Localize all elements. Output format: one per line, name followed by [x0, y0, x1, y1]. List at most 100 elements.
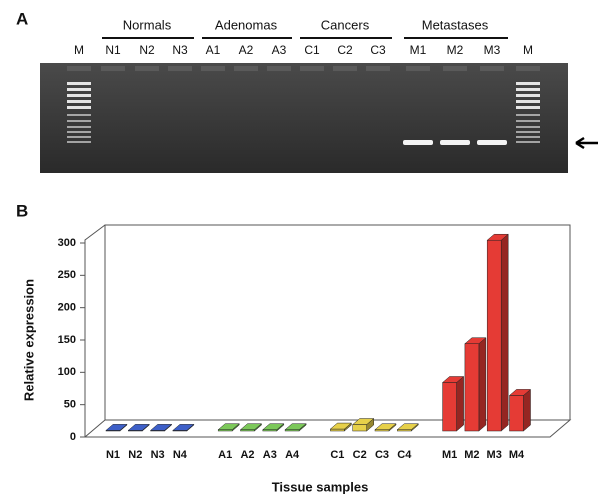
y-tick-label: 0 [70, 431, 76, 443]
lane-label: M2 [447, 43, 464, 57]
ladder-band [67, 136, 91, 138]
ladder-band [516, 131, 540, 133]
lane-label: M3 [484, 43, 501, 57]
y-tick-label: 100 [58, 366, 76, 378]
well [267, 66, 291, 71]
lane-label: N2 [139, 43, 155, 57]
bar-side [457, 377, 464, 432]
ladder-band [67, 126, 91, 128]
bar [443, 377, 464, 432]
x-tick-label: M2 [464, 449, 479, 461]
lane-label: A3 [272, 43, 287, 57]
lane-label: M [523, 43, 533, 57]
well [480, 66, 504, 71]
group-label: Normals [123, 17, 172, 32]
panel-label: A [16, 9, 28, 28]
y-tick-label: 150 [58, 334, 76, 346]
y-tick-label: 300 [58, 237, 76, 249]
ladder-band [516, 126, 540, 128]
figure: A Normals Adenomas Cancers Metastases M N… [0, 0, 600, 497]
ladder-band [516, 114, 540, 116]
bar-side [479, 338, 486, 431]
group-label: Metastases [422, 17, 489, 32]
lane-label: N1 [105, 43, 121, 57]
ladder-band [516, 136, 540, 138]
arrow [576, 138, 598, 148]
ladder-band [67, 106, 91, 109]
lane-label: M [74, 43, 84, 57]
x-tick-label: N4 [173, 449, 188, 461]
bar-front [443, 383, 457, 432]
ladder-band [67, 82, 91, 85]
x-tick-label: C4 [397, 449, 412, 461]
bar-front [510, 395, 524, 431]
bar-front [353, 425, 367, 431]
well [135, 66, 159, 71]
ladder-band [67, 141, 91, 143]
well [406, 66, 430, 71]
ladder-band [67, 94, 91, 97]
x-tick-label: N3 [151, 449, 165, 461]
x-tick-label: C2 [353, 449, 367, 461]
x-tick-label: C1 [330, 449, 344, 461]
bar-front [465, 344, 479, 431]
x-tick-label: N2 [128, 449, 142, 461]
bar [465, 338, 486, 431]
lane-label: C3 [370, 43, 386, 57]
well [300, 66, 324, 71]
group-labels: Normals Adenomas Cancers Metastases [102, 17, 508, 38]
x-tick-label: N1 [106, 449, 120, 461]
lane-label: M1 [410, 43, 427, 57]
y-tick-label: 200 [58, 302, 76, 314]
x-tick-label: A1 [218, 449, 232, 461]
well [234, 66, 258, 71]
ladder-band [67, 88, 91, 91]
ladder-band [67, 114, 91, 116]
gel [40, 63, 568, 173]
ladder-band [516, 100, 540, 103]
bar [487, 234, 508, 431]
lane-label: C1 [304, 43, 320, 57]
lane-label: A2 [239, 43, 254, 57]
lane-label: A1 [206, 43, 221, 57]
panel-label: B [16, 201, 28, 220]
well [366, 66, 390, 71]
y-axis-label: Relative expression [21, 279, 36, 401]
lane-label: C2 [337, 43, 353, 57]
ladder-band [516, 141, 540, 143]
well [168, 66, 192, 71]
x-tick-label: A2 [240, 449, 254, 461]
x-tick-label: M3 [487, 449, 502, 461]
y-tick-label: 50 [64, 399, 76, 411]
pcr-band [477, 140, 507, 145]
lane-label: N3 [172, 43, 188, 57]
ladder-band [67, 120, 91, 122]
y-tick-label: 250 [58, 269, 76, 281]
well [516, 66, 540, 71]
ladder-band [516, 120, 540, 122]
well [201, 66, 225, 71]
bar [510, 389, 531, 431]
bar-front [487, 240, 501, 431]
ladder-band [67, 100, 91, 103]
well [67, 66, 91, 71]
pcr-band [440, 140, 470, 145]
group-label: Adenomas [215, 17, 278, 32]
x-tick-label: A3 [263, 449, 277, 461]
pcr-band [403, 140, 433, 145]
ladder-band [516, 82, 540, 85]
x-tick-label: M4 [509, 449, 525, 461]
x-tick-label: C3 [375, 449, 389, 461]
x-axis-label: Tissue samples [272, 479, 369, 494]
bar-side [524, 389, 531, 431]
ladder-band [516, 88, 540, 91]
lane-labels: M N1 N2 N3 A1 A2 A3 C1 C2 C3 M1 M2 M3 M [74, 43, 533, 57]
x-tick-label: A4 [285, 449, 300, 461]
ladder-band [516, 106, 540, 109]
x-tick-label: M1 [442, 449, 457, 461]
group-label: Cancers [321, 17, 370, 32]
bar-side [501, 234, 508, 431]
well [443, 66, 467, 71]
well [101, 66, 125, 71]
ladder-band [516, 94, 540, 97]
